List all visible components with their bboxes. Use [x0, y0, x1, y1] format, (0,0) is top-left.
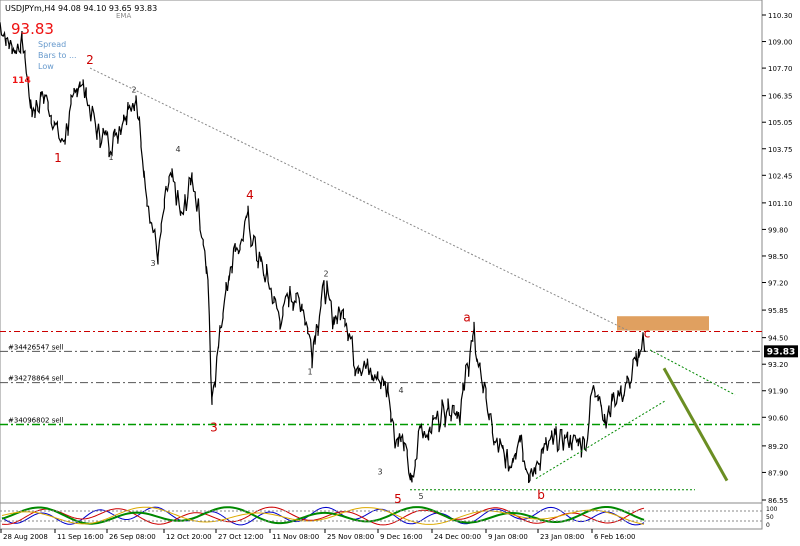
current-price-box	[764, 345, 798, 358]
y-tick-label: 103.75	[768, 146, 793, 154]
wave-label: 5	[418, 492, 423, 501]
y-tick-label: 109.00	[768, 39, 793, 47]
osc-scale-100: 100	[766, 506, 778, 513]
wave-label: 2	[86, 53, 94, 67]
x-tick-label: 27 Oct 12:00	[218, 533, 264, 541]
wave-label: 4	[398, 386, 403, 395]
y-tick-label: 102.45	[768, 172, 793, 180]
y-tick-label: 94.50	[768, 335, 788, 343]
symbol-ohlc-line: USDJPYm,H4 94.08 94.10 93.65 93.83	[5, 4, 157, 13]
y-tick-label: 101.10	[768, 200, 793, 208]
wave-label: 1	[307, 367, 312, 376]
wave-label: 3	[377, 467, 382, 476]
x-tick-label: 11 Nov 08:00	[272, 533, 319, 541]
x-tick-label: 11 Sep 16:00	[57, 533, 104, 541]
y-tick-label: 97.20	[768, 280, 788, 288]
y-tick-label: 107.70	[768, 65, 793, 73]
osc-scale-50: 50	[766, 514, 774, 521]
wave-label: 1	[108, 153, 113, 162]
x-tick-label: 25 Nov 08:00	[327, 533, 374, 541]
x-tick-label: 23 Jan 08:00	[540, 533, 584, 541]
channel-lower-line	[535, 400, 666, 479]
oscillator-line	[1, 506, 645, 526]
wave-label: 4	[175, 145, 180, 154]
trend-line	[89, 67, 631, 332]
y-tick-label: 98.50	[768, 253, 788, 261]
y-tick-label: 86.55	[768, 497, 788, 505]
wave-label: 3	[210, 421, 218, 435]
wave-label: 2	[131, 86, 136, 95]
osc-scale-0: 0	[766, 522, 770, 529]
wave-label: 5	[394, 492, 402, 506]
y-tick-label: 106.35	[768, 93, 793, 101]
wave-label: 1	[54, 151, 62, 165]
current-price-label: 93.83	[767, 347, 795, 357]
x-tick-label: 12 Oct 20:00	[166, 533, 212, 541]
x-tick-label: 9 Jan 08:00	[488, 533, 528, 541]
price-series	[0, 22, 647, 484]
wave-label: 3	[150, 259, 155, 268]
target-zone	[617, 316, 709, 331]
order-label: #34096802 sell	[8, 416, 64, 424]
wave-label: b	[537, 488, 545, 502]
x-tick-label: 24 Dec 00:00	[434, 533, 481, 541]
y-tick-label: 95.85	[768, 307, 788, 315]
big-price: 93.83	[11, 20, 54, 38]
legend-line-1: Spread	[38, 40, 66, 49]
oscillator-line	[1, 506, 645, 525]
counter: 114	[12, 76, 31, 86]
x-tick-label: 26 Sep 08:00	[109, 533, 156, 541]
order-label: #34278864 sell	[8, 375, 64, 383]
oscillator-line	[1, 506, 645, 525]
x-tick-label: 28 Aug 2008	[3, 533, 48, 541]
wave-label: 2	[323, 269, 328, 278]
ema-label: EMA	[116, 12, 131, 20]
x-tick-label: 6 Feb 16:00	[594, 533, 635, 541]
wave-label: a	[463, 310, 470, 324]
wave-label: 4	[246, 188, 254, 202]
y-tick-label: 110.30	[768, 12, 793, 20]
channel-upper-line	[649, 349, 736, 396]
y-tick-label: 99.80	[768, 226, 788, 234]
oscillator-line	[1, 506, 645, 526]
legend-line-2: Bars to ...	[38, 51, 77, 60]
oscillator-panel	[0, 506, 762, 526]
order-label: #34426547 sell	[8, 343, 64, 351]
projection-arrow	[662, 367, 729, 482]
x-tick-label: 9 Dec 16:00	[380, 533, 423, 541]
legend-line-3: Low	[38, 62, 54, 71]
y-tick-label: 91.90	[768, 388, 788, 396]
y-tick-label: 90.60	[768, 414, 788, 422]
y-tick-label: 93.20	[768, 361, 788, 369]
wave-label: c	[644, 327, 651, 341]
y-tick-label: 87.90	[768, 469, 788, 477]
y-tick-label: 89.20	[768, 443, 788, 451]
y-tick-label: 105.05	[768, 119, 793, 127]
